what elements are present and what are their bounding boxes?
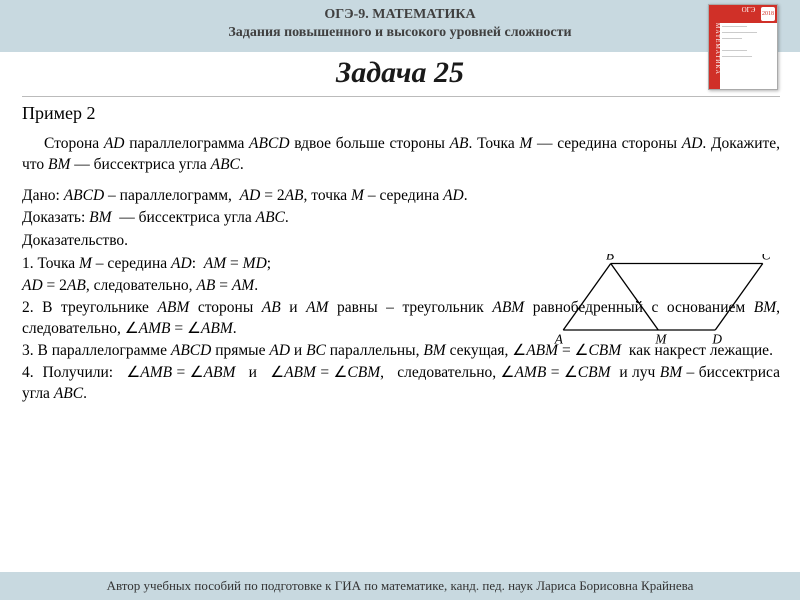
parallelogram-diagram: A M D B C <box>548 254 778 349</box>
svg-text:C: C <box>762 254 771 263</box>
problem-content: Пример 2 Сторона AD параллелограмма ABCD… <box>0 96 800 404</box>
proof-label: Доказательство. <box>22 231 780 252</box>
proof-step-1a: 1. Точка M – середина AD: AM = MD; <box>22 254 532 275</box>
svg-text:M: M <box>654 332 667 347</box>
problem-statement: Сторона AD параллелограмма ABCD вдвое бо… <box>22 134 780 176</box>
slide-header: ОГЭ-9. МАТЕМАТИКА Задания повышенного и … <box>0 0 800 52</box>
example-number: Пример 2 <box>22 96 780 125</box>
course-subtitle: Задания повышенного и высокого уровней с… <box>10 24 790 42</box>
book-spine: МАТЕМАТИКА <box>709 5 720 89</box>
course-title: ОГЭ-9. МАТЕМАТИКА <box>10 6 790 24</box>
book-year-badge: 2018 <box>761 7 775 21</box>
book-body-text: ――――――――――――――――――――――――――― <box>722 25 775 61</box>
svg-text:D: D <box>711 332 722 347</box>
proof-step-4: 4. Получили: ∠AMB = ∠ABM и ∠ABM = ∠CBM, … <box>22 363 780 405</box>
svg-text:A: A <box>554 332 564 347</box>
problem-title: Задача 25 <box>0 56 800 90</box>
given-line: Дано: ABCD – параллелограмм, AD = 2AB, т… <box>22 186 780 207</box>
proof-step-1b: AD = 2AB, следовательно, AB = AM. <box>22 276 532 297</box>
book-cover-thumbnail: МАТЕМАТИКА ОГЭ 2018 ――――――――――――――――――――… <box>708 4 778 90</box>
prove-line: Доказать: BM — биссектриса угла ABC. <box>22 208 780 229</box>
slide-footer: Автор учебных пособий по подготовке к ГИ… <box>0 572 800 600</box>
book-brand: ОГЭ 2018 <box>720 5 777 23</box>
svg-text:B: B <box>606 254 614 263</box>
